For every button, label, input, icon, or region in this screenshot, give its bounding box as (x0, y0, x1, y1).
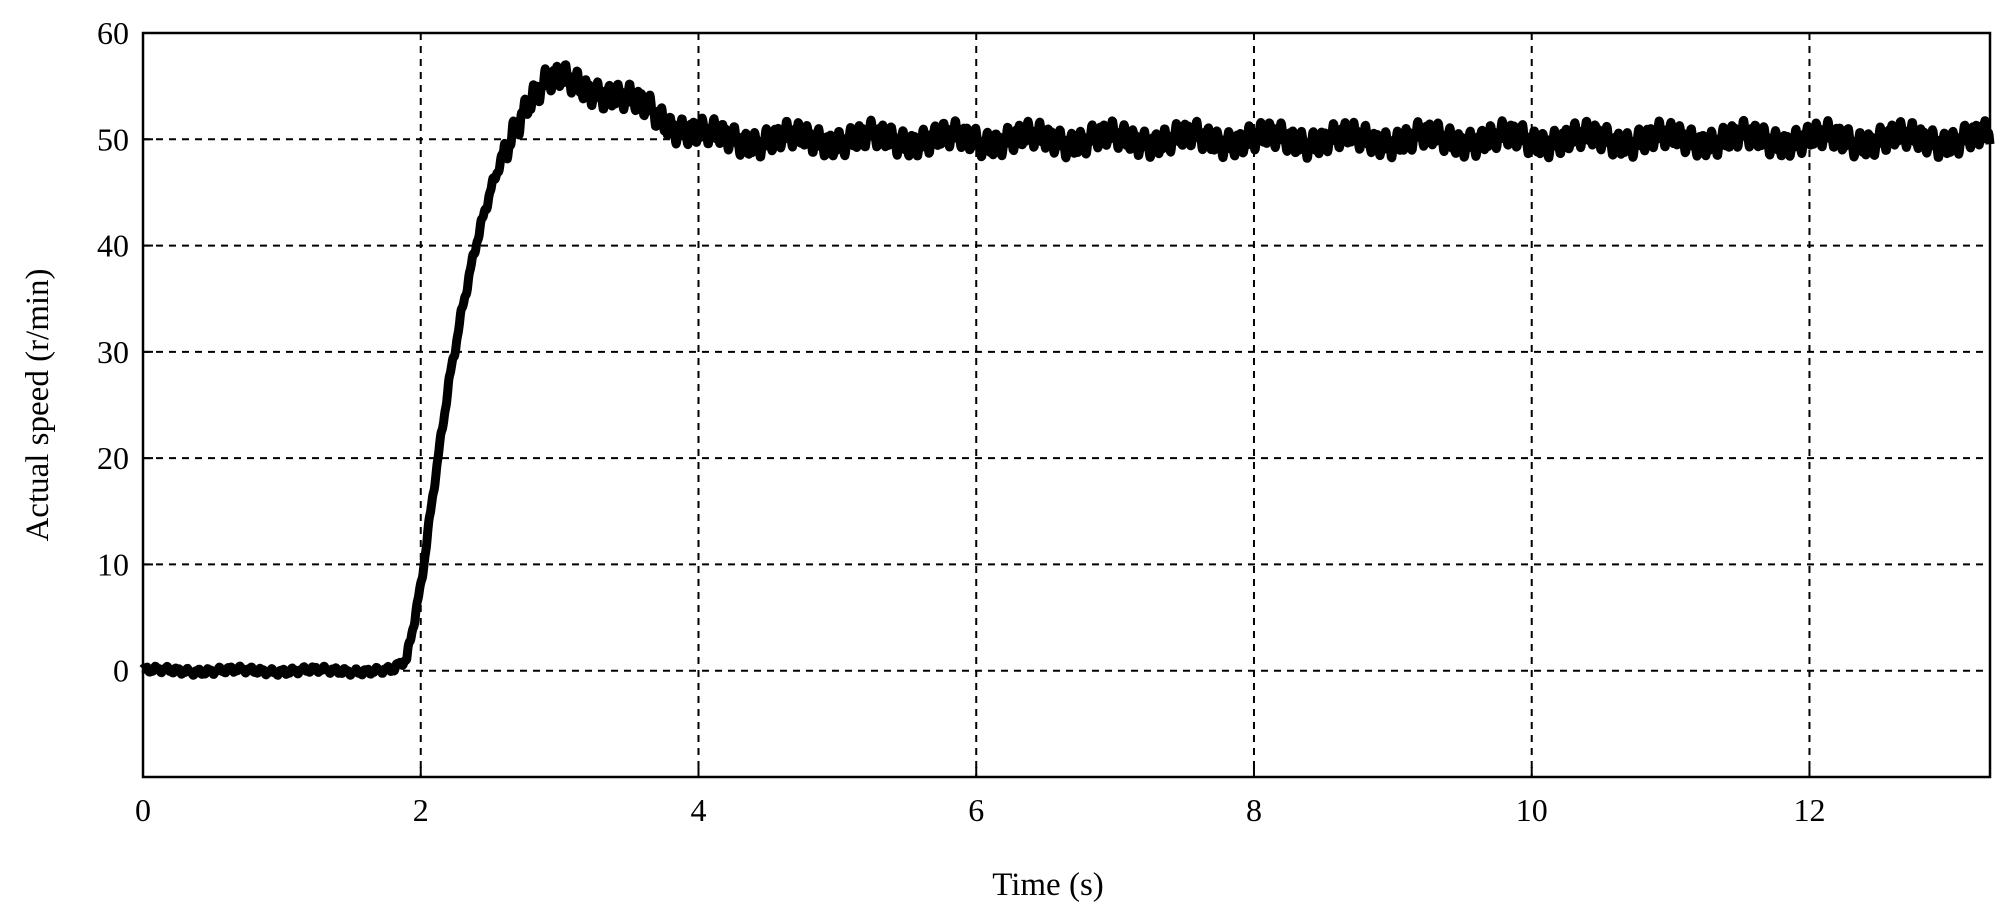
x-tick-label: 2 (413, 792, 429, 828)
y-axis-title: Actual speed (r/min) (20, 268, 56, 541)
series-layer (139, 60, 1995, 680)
y-tick-label: 0 (113, 653, 129, 689)
x-tick-label: 12 (1793, 792, 1825, 828)
x-tick-label: 6 (968, 792, 984, 828)
y-tick-label: 60 (97, 15, 129, 51)
y-tick-label: 50 (97, 121, 129, 157)
speed-series-line (139, 60, 1995, 680)
x-axis-title: Time (s) (992, 867, 1104, 903)
y-tick-label: 10 (97, 546, 129, 582)
x-tick-label: 0 (135, 792, 151, 828)
x-tick-label: 4 (690, 792, 706, 828)
y-tick-label: 40 (97, 228, 129, 264)
y-tick-label: 20 (97, 440, 129, 476)
y-axis: 0 10 20 30 40 50 60 (97, 15, 153, 689)
y-tick-label: 30 (97, 334, 129, 370)
x-axis: 0 2 4 6 8 10 12 (135, 767, 1825, 828)
x-tick-label: 10 (1516, 792, 1548, 828)
plot-frame (141, 31, 1992, 779)
x-tick-label: 8 (1246, 792, 1262, 828)
